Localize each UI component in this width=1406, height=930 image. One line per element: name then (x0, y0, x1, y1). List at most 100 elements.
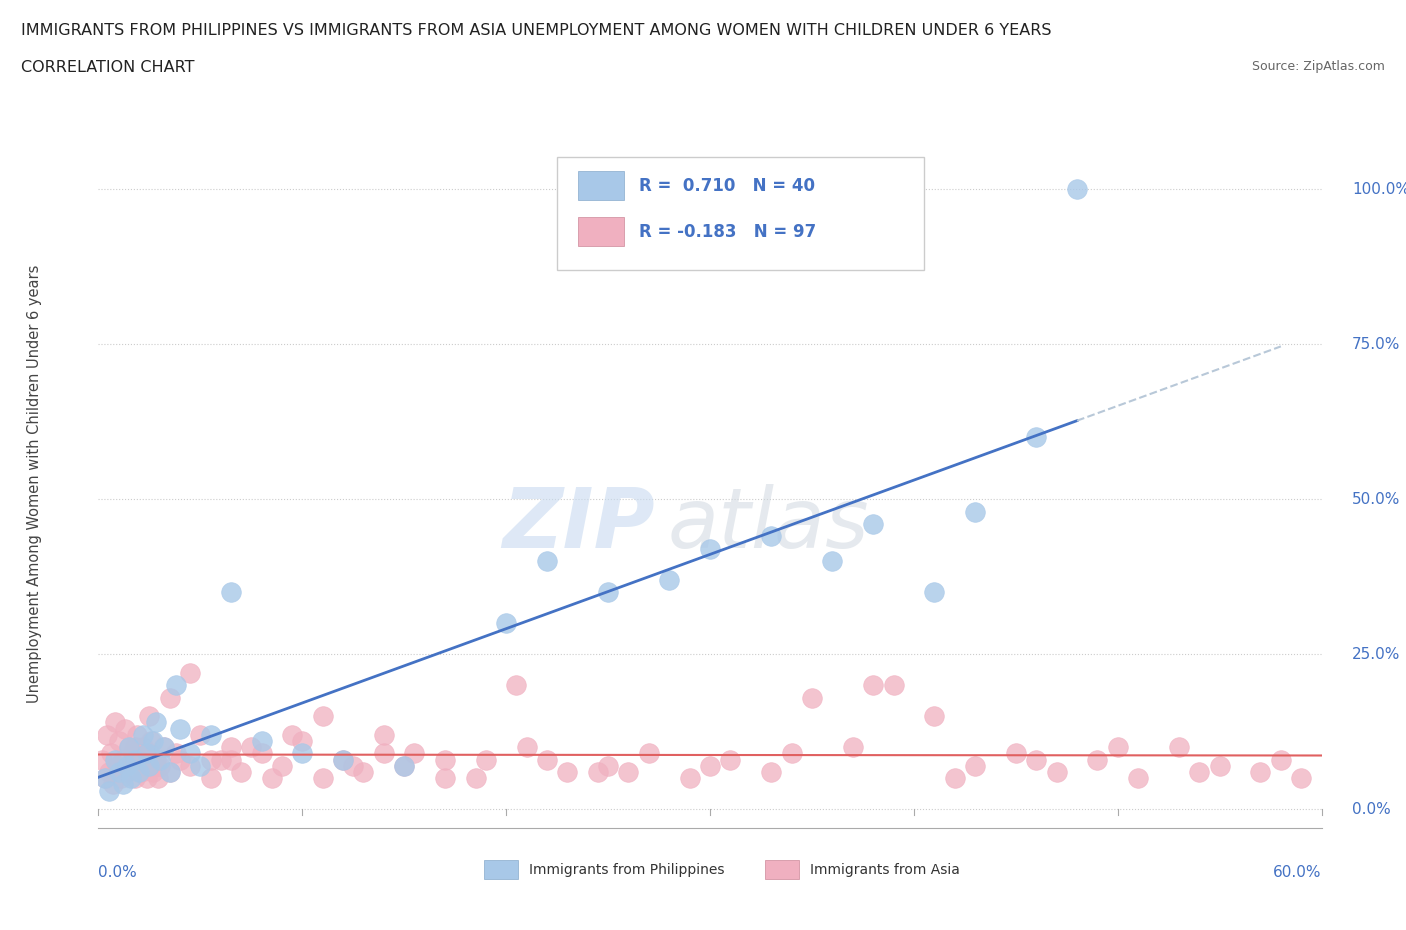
Text: ZIP: ZIP (502, 485, 655, 565)
Point (718, 752, 742, 767)
Point (433, 771, 456, 786)
Point (1085, 752, 1108, 767)
Point (759, 764, 782, 779)
Point (149, 752, 172, 767)
Point (104, 752, 127, 767)
Point (124, 739, 146, 754)
Point (134, 758, 156, 773)
Point (1291, 771, 1313, 786)
Point (1167, 739, 1189, 754)
Text: atlas: atlas (668, 485, 869, 565)
Point (91, 752, 114, 767)
Point (118, 739, 141, 754)
Point (93, 771, 115, 786)
Point (142, 734, 165, 749)
Text: 75.0%: 75.0% (1353, 337, 1400, 352)
Point (464, 771, 486, 786)
Point (124, 752, 146, 767)
Point (862, 516, 884, 531)
Point (159, 690, 181, 705)
Text: 0.0%: 0.0% (1353, 802, 1391, 817)
Point (200, 771, 222, 786)
Point (281, 727, 304, 742)
Point (120, 758, 142, 773)
Point (801, 690, 824, 705)
Point (169, 752, 191, 767)
Bar (578, 218, 624, 246)
Point (200, 752, 222, 767)
Point (136, 746, 159, 761)
Point (138, 709, 160, 724)
Point (922, 709, 945, 724)
Text: R =  0.710   N = 40: R = 0.710 N = 40 (640, 177, 815, 194)
Point (97, 764, 120, 779)
Point (536, 553, 558, 568)
Point (821, 553, 844, 568)
Point (596, 758, 619, 773)
Point (96, 727, 118, 742)
Point (169, 721, 191, 736)
Point (404, 746, 426, 761)
Point (179, 665, 201, 680)
Point (495, 616, 517, 631)
Point (312, 709, 335, 724)
Point (231, 764, 253, 779)
Point (312, 771, 335, 786)
Point (536, 752, 558, 767)
Point (433, 752, 456, 767)
Point (145, 715, 167, 730)
Point (138, 746, 160, 761)
Point (352, 764, 374, 779)
Point (332, 752, 354, 767)
Bar (578, 171, 624, 200)
FancyBboxPatch shape (557, 157, 924, 271)
Point (240, 739, 263, 754)
Point (1128, 771, 1150, 786)
Point (291, 746, 314, 761)
Point (129, 764, 152, 779)
Point (127, 727, 149, 742)
Point (1066, 181, 1088, 196)
Point (146, 771, 169, 786)
Point (132, 727, 155, 742)
Text: Immigrants from Asia: Immigrants from Asia (810, 863, 960, 877)
Point (93, 771, 115, 786)
Point (179, 746, 201, 761)
Point (141, 734, 163, 749)
Point (392, 758, 416, 773)
Point (586, 764, 609, 779)
Text: R = -0.183   N = 97: R = -0.183 N = 97 (640, 223, 817, 242)
Point (759, 529, 782, 544)
Bar (765, 860, 800, 880)
Point (392, 758, 416, 773)
Text: Immigrants from Philippines: Immigrants from Philippines (529, 863, 724, 877)
Point (516, 739, 538, 754)
Point (780, 746, 803, 761)
Point (1208, 758, 1232, 773)
Point (111, 752, 134, 767)
Point (122, 746, 145, 761)
Text: Source: ZipAtlas.com: Source: ZipAtlas.com (1251, 60, 1385, 73)
Point (965, 504, 987, 519)
Point (596, 585, 619, 600)
Point (104, 715, 127, 730)
Point (152, 739, 174, 754)
Point (145, 752, 167, 767)
Point (128, 752, 150, 767)
Point (883, 678, 905, 693)
Point (188, 758, 212, 773)
Point (165, 746, 187, 761)
Point (679, 771, 702, 786)
Point (617, 764, 640, 779)
Point (138, 758, 160, 773)
Point (200, 727, 222, 742)
Point (270, 758, 294, 773)
Point (699, 758, 721, 773)
Point (115, 758, 138, 773)
Point (120, 771, 142, 786)
Point (555, 764, 579, 779)
Point (159, 764, 181, 779)
Text: CORRELATION CHART: CORRELATION CHART (21, 60, 194, 75)
Point (862, 678, 884, 693)
Point (505, 678, 527, 693)
